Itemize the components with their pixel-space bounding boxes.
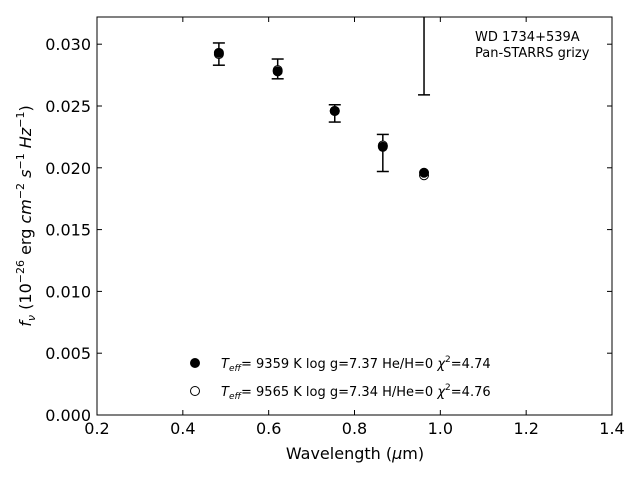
plot-frame [96,16,613,416]
x-axis-label: Wavelength (μm) [286,444,424,463]
x-tick-label: 0.2 [84,419,109,438]
x-tick-label: 0.8 [342,419,367,438]
y-axis-label: fν (10−26 erg cm−2 s−1 Hz−1) [14,105,38,326]
x-tick-label: 0.6 [256,419,281,438]
legend-2-teff: 9565 K [256,385,302,400]
data-points [213,47,430,181]
x-tick-label: 0.4 [170,419,195,438]
error-bars [212,17,431,173]
legend-1-comp: He/H=0 [382,357,433,372]
y-tick-label: 0.030 [45,35,91,54]
y-tick-label: 0.005 [45,344,91,363]
annotation-object: WD 1734+539A [475,30,580,45]
model-point-filled [329,105,340,116]
legend-1-logg: log g=7.37 [306,357,378,372]
legend-1-teff: 9359 K [256,357,302,372]
legend: Teff= 9359 K log g=7.37 He/H=0 χ2=4.74 T… [190,355,491,402]
model-point-filled [213,47,224,58]
model-point-filled [419,167,430,178]
y-tick-label: 0.025 [45,97,91,116]
annotation-survey: Pan-STARRS grizy [475,46,590,61]
legend-2-logg: log g=7.34 [306,385,378,400]
model-point-filled [272,66,283,77]
x-tick-label: 1.2 [513,419,538,438]
y-tick-label: 0.000 [45,406,91,425]
y-tick-label: 0.010 [45,282,91,301]
model-point-filled [377,141,388,152]
y-tick-label: 0.015 [45,221,91,240]
legend-marker-open [190,386,200,396]
axis-ticks: 0.2 0.4 0.6 0.8 1.0 1.2 1.4 0.000 0.005 0.010 0.01… [45,17,625,438]
annotation: WD 1734+539A Pan-STARRS grizy [475,30,590,61]
plot-area [96,16,613,416]
legend-2-chi2: =4.76 [451,385,491,400]
x-tick-label: 1.0 [428,419,453,438]
y-tick-label: 0.020 [45,159,91,178]
legend-2-comp: H/He=0 [382,385,433,400]
legend-1-chi2: =4.74 [451,357,491,372]
x-tick-label: 1.4 [599,419,624,438]
legend-entry-2: Teff= 9565 K log g=7.34 H/He=0 χ2=4.76 [221,383,491,402]
legend-marker-filled [190,358,200,368]
legend-entry-1: Teff= 9359 K log g=7.37 He/H=0 χ2=4.74 [221,355,491,374]
